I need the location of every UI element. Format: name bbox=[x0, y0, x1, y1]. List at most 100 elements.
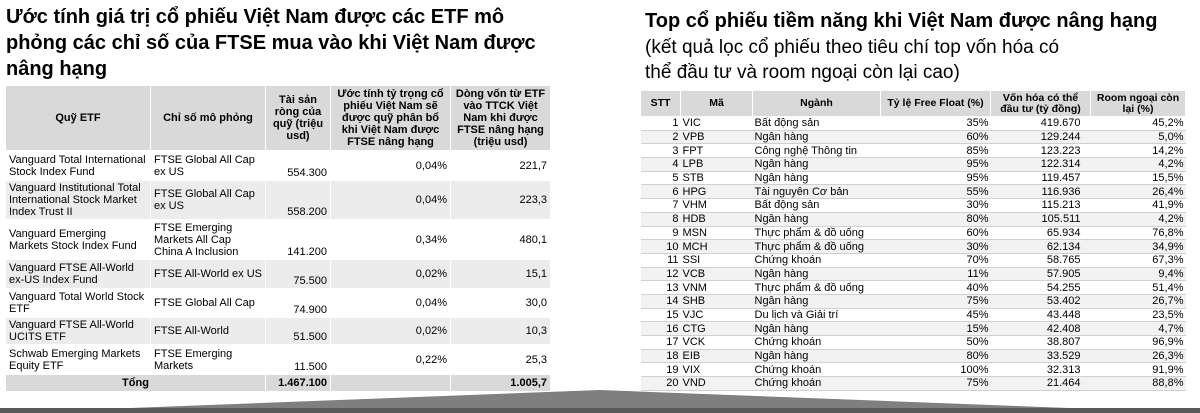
table-row: 10 MCH Thực phẩm & đồ uống 30% 62.134 34,9% bbox=[640, 239, 1186, 254]
table-cell: Ngân hàng bbox=[752, 157, 881, 172]
table-cell: Công nghệ Thông tin bbox=[752, 143, 881, 159]
table-cell: 42.408 bbox=[990, 321, 1091, 336]
total-net-assets: 1.467.100 bbox=[265, 374, 331, 392]
table-row: 13 VNM Thực phẩm & đồ uống 40% 54.255 51,4% bbox=[640, 280, 1186, 295]
table-cell: VPB bbox=[680, 130, 753, 145]
table-cell: 26,7% bbox=[1090, 294, 1186, 309]
table-row: 11 SSI Chứng khoán 70% 58.765 67,3% bbox=[640, 253, 1186, 268]
table-cell: Chứng khoán bbox=[752, 335, 881, 350]
table-cell: VJC bbox=[680, 308, 753, 323]
table-cell: FTSE All-World ex US bbox=[150, 259, 266, 289]
table-cell: 100% bbox=[880, 362, 991, 378]
table-row: 9 MSN Thực phẩm & đồ uống 60% 65.934 76,8% bbox=[640, 226, 1186, 241]
table-row: Vanguard FTSE All-World UCITS ETF FTSE Al… bbox=[5, 317, 551, 345]
table-cell: 221,7 bbox=[450, 150, 551, 181]
table-cell: 70% bbox=[880, 253, 991, 268]
table-cell: Vanguard Emerging Markets Stock Index Fu… bbox=[5, 219, 151, 260]
table-cell: 53.402 bbox=[990, 294, 1091, 309]
table-cell: 20 bbox=[640, 376, 681, 391]
table-cell: Ngân hàng bbox=[752, 267, 881, 282]
table-cell: 15 bbox=[640, 308, 681, 323]
table-cell: 75.500 bbox=[265, 259, 331, 289]
header-cell: Ngành bbox=[752, 90, 881, 117]
total-inflow: 1.005,7 bbox=[450, 374, 551, 392]
table-row: 15 VJC Du lịch và Giải trí 45% 43.448 23,5% bbox=[640, 308, 1186, 323]
table-cell: 33.529 bbox=[990, 349, 1091, 364]
right-title: Top cổ phiếu tiềm năng khi Việt Nam được… bbox=[645, 10, 1158, 32]
footer-bar bbox=[0, 408, 1200, 413]
table-cell: VCB bbox=[680, 267, 753, 282]
table-cell: 2 bbox=[640, 130, 681, 145]
table-cell: 13 bbox=[640, 280, 681, 295]
table-cell: 115.213 bbox=[990, 198, 1091, 213]
table-cell: Vanguard FTSE All-World UCITS ETF bbox=[5, 317, 151, 345]
table-cell: 11% bbox=[880, 267, 991, 282]
table-cell: 0,34% bbox=[330, 219, 451, 260]
table-cell: HPG bbox=[680, 184, 753, 200]
table-cell: 51,4% bbox=[1090, 280, 1186, 295]
table-row: 18 EIB Ngân hàng 80% 33.529 26,3% bbox=[640, 349, 1186, 364]
table-cell: 3 bbox=[640, 143, 681, 159]
table-cell: SSI bbox=[680, 253, 753, 268]
table-row: Vanguard Total World Stock ETF FTSE Globa… bbox=[5, 288, 551, 318]
table-cell: CTG bbox=[680, 321, 753, 336]
header-cell: Ước tính tỷ trọng cổ phiếu Việt Nam sẽ đ… bbox=[330, 85, 451, 151]
table-cell: MCH bbox=[680, 239, 753, 254]
header-cell: Tài sản ròng của quỹ (triệu usd) bbox=[265, 85, 331, 151]
table-cell: 558.200 bbox=[265, 180, 331, 220]
table-cell: 17 bbox=[640, 335, 681, 350]
table-row: 6 HPG Tài nguyên Cơ bản 55% 116.936 26,4% bbox=[640, 184, 1186, 200]
table-cell: 54.255 bbox=[990, 280, 1091, 295]
table-cell: 105.511 bbox=[990, 212, 1091, 227]
header-cell: Room ngoại còn lại (%) bbox=[1090, 90, 1186, 117]
table-cell: FPT bbox=[680, 143, 753, 159]
table-cell: 85% bbox=[880, 143, 991, 159]
table-cell: 15,5% bbox=[1090, 171, 1186, 186]
table-cell: 14 bbox=[640, 294, 681, 309]
table-cell: 30% bbox=[880, 198, 991, 213]
table-cell: 9,4% bbox=[1090, 267, 1186, 282]
table-cell: 10 bbox=[640, 239, 681, 254]
total-spacer bbox=[330, 374, 451, 392]
table-cell: Chứng khoán bbox=[752, 376, 881, 391]
header-cell: Dòng vốn từ ETF vào TTCK Việt Nam khi đư… bbox=[450, 85, 551, 151]
table-cell: 62.134 bbox=[990, 239, 1091, 254]
table-row: 20 VND Chứng khoán 75% 21.464 88,8% bbox=[640, 376, 1186, 391]
table-cell: HDB bbox=[680, 212, 753, 227]
table-cell: VND bbox=[680, 376, 753, 391]
table-cell: Schwab Emerging Markets Equity ETF bbox=[5, 344, 151, 375]
table-cell: 9 bbox=[640, 226, 681, 241]
table-cell: 23,5% bbox=[1090, 308, 1186, 323]
table-cell: 76,8% bbox=[1090, 226, 1186, 241]
table-cell: 16 bbox=[640, 321, 681, 336]
table-cell: 8 bbox=[640, 212, 681, 227]
table-cell: Chứng khoán bbox=[752, 253, 881, 268]
table-cell: Ngân hàng bbox=[752, 212, 881, 227]
table-cell: 0,04% bbox=[330, 150, 451, 181]
table-cell: Ngân hàng bbox=[752, 294, 881, 309]
total-row: Tổng 1.467.100 1.005,7 bbox=[5, 374, 551, 392]
total-label: Tổng bbox=[5, 374, 266, 392]
table-cell: 45,2% bbox=[1090, 116, 1186, 131]
header-cell: Mã bbox=[680, 90, 753, 117]
table-cell: 0,22% bbox=[330, 344, 451, 375]
table-cell: Vanguard Institutional Total Internation… bbox=[5, 180, 151, 220]
table-row: 19 VIX Chứng khoán 100% 32.313 91,9% bbox=[640, 362, 1186, 378]
table-cell: 30,0 bbox=[450, 288, 551, 318]
right-subtitle: (kết quả lọc cổ phiếu theo tiêu chí top … bbox=[645, 37, 1060, 83]
header-cell: Chỉ số mô phỏng bbox=[150, 85, 266, 151]
table-cell: Thực phẩm & đồ uống bbox=[752, 280, 881, 295]
table-cell: 88,8% bbox=[1090, 376, 1186, 391]
table-cell: 554.300 bbox=[265, 150, 331, 181]
table-row: 1 VIC Bất động sản 35% 419.670 45,2% bbox=[640, 116, 1186, 131]
table-cell: Ngân hàng bbox=[752, 130, 881, 145]
table-cell: 67,3% bbox=[1090, 253, 1186, 268]
table-cell: 123.223 bbox=[990, 143, 1091, 159]
table-cell: 32.313 bbox=[990, 362, 1091, 378]
header-row: Quỹ ETF Chỉ số mô phỏng Tài sản ròng của q… bbox=[5, 85, 551, 151]
table-cell: 4,2% bbox=[1090, 157, 1186, 172]
table-cell: 80% bbox=[880, 212, 991, 227]
table-row: Vanguard Emerging Markets Stock Index Fu… bbox=[5, 219, 551, 260]
table-row: 3 FPT Công nghệ Thông tin 85% 123.223 14,2% bbox=[640, 143, 1186, 159]
table-cell: 25,3 bbox=[450, 344, 551, 375]
